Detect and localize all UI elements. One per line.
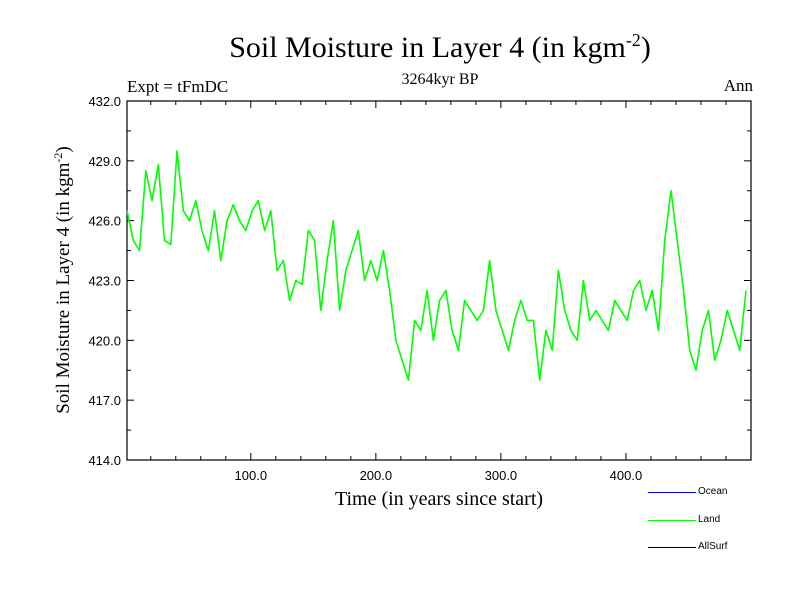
- y-axis: 414.0 417.0 420.0 423.0 426.0 429.0 432.0: [88, 94, 751, 468]
- x-tick-label: 200.0: [360, 468, 393, 483]
- season-label: Ann: [723, 76, 753, 95]
- plot-frame: [126, 100, 752, 461]
- legend-swatch-allsurf: [648, 547, 696, 548]
- legend-label-land: Land: [698, 514, 721, 525]
- y-tick-label: 426.0: [88, 214, 121, 229]
- x-tick-label: 300.0: [485, 468, 518, 483]
- y-tick-label: 423.0: [88, 274, 121, 289]
- legend-swatch-land: [648, 520, 696, 521]
- y-tick-label: 414.0: [88, 453, 121, 468]
- experiment-label: Expt = tFmDC: [127, 77, 229, 96]
- x-axis: 100.0 200.0 300.0 400.0: [150, 101, 727, 483]
- y-tick-label: 420.0: [88, 333, 121, 348]
- x-axis-label: Time (in years since start): [335, 488, 543, 510]
- series-line-land: [126, 150, 747, 382]
- chart-subtitle: 3264kyr BP: [401, 71, 479, 88]
- x-tick-label: 100.0: [235, 468, 268, 483]
- legend-label-allsurf: AllSurf: [698, 541, 728, 552]
- x-tick-label: 400.0: [610, 468, 643, 483]
- y-tick-label: 432.0: [88, 94, 121, 109]
- y-tick-label: 417.0: [88, 393, 121, 408]
- chart-title: Soil Moisture in Layer 4 (in kgm-2): [229, 30, 651, 64]
- legend-swatch-ocean: [648, 492, 696, 493]
- y-axis-label: Soil Moisture in Layer 4 (in kgm-2): [51, 146, 74, 414]
- legend-label-ocean: Ocean: [698, 486, 728, 497]
- y-tick-label: 429.0: [88, 154, 121, 169]
